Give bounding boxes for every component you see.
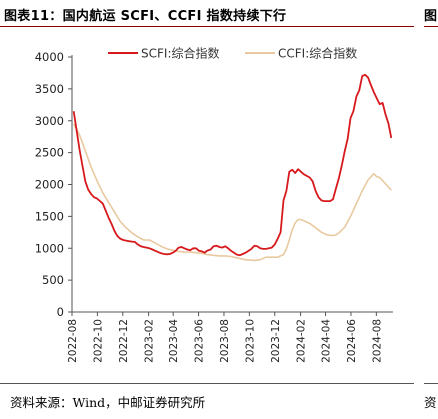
title-rule	[0, 26, 414, 27]
legend-label-ccfi: CCFI:综合指数	[278, 46, 357, 61]
legend: SCFI:综合指数 CCFI:综合指数	[108, 46, 357, 61]
y-tick-label: 4000	[35, 50, 64, 64]
legend-label-scfi: SCFI:综合指数	[141, 46, 219, 61]
x-tick-label: 2023-08	[219, 319, 231, 363]
scfi-series-line	[72, 73, 393, 257]
y-tick-label: 2000	[35, 178, 64, 192]
source-note: 资料来源：Wind，中邮证券研究所	[10, 395, 206, 410]
adjacent-source-fragment: 资	[424, 395, 437, 410]
adjacent-figure-title-fragment: 图	[424, 9, 438, 24]
x-tick-label: 2023-12	[270, 319, 282, 363]
y-tick-label: 500	[42, 273, 64, 287]
x-tick-label: 2022-12	[118, 319, 130, 363]
y-axis: 0 500 1000 1500 2000 2500 3000 3500 4000	[35, 50, 73, 319]
y-tick-label: 2500	[35, 146, 64, 160]
x-tick-label: 2024-06	[346, 319, 358, 363]
x-tick-label: 2024-02	[296, 319, 308, 363]
title-rule-right	[424, 26, 438, 27]
y-tick-label: 1500	[35, 209, 64, 223]
x-tick-label: 2023-10	[244, 319, 256, 363]
x-tick-label: 2022-08	[67, 319, 79, 363]
y-tick-label: 3500	[35, 82, 64, 96]
ccfi-series-line	[72, 123, 392, 262]
chart-area: 0 500 1000 1500 2000 2500 3000 3500 4000 2022-08…	[35, 46, 393, 363]
x-tick-label: 2022-10	[92, 319, 104, 363]
series-layer	[72, 73, 393, 262]
x-tick-label: 2023-06	[194, 319, 206, 363]
source-rule	[0, 383, 414, 384]
x-tick-label: 2024-04	[321, 319, 333, 363]
y-tick-label: 0	[57, 305, 64, 319]
y-tick-label: 3000	[35, 114, 64, 128]
x-axis: 2022-08 2022-10 2022-12 2023-02 2023-04 2023-…	[67, 311, 393, 363]
x-tick-label: 2023-04	[168, 319, 180, 363]
x-tick-label: 2024-08	[371, 319, 383, 363]
y-tick-label: 1000	[35, 241, 64, 255]
source-rule-right	[424, 383, 438, 384]
x-tick-label: 2023-02	[144, 319, 156, 363]
figure-title: 图表11：国内航运 SCFI、CCFI 指数持续下行	[4, 9, 287, 24]
